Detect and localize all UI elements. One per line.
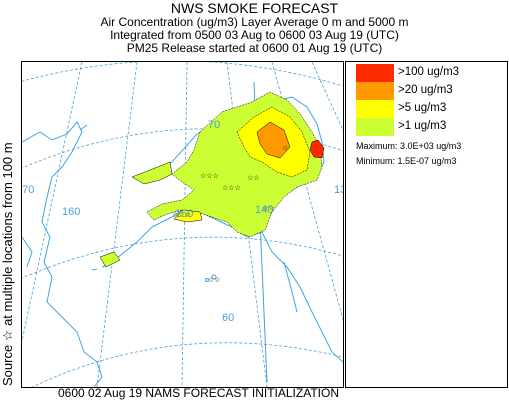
legend-swatch-20: [356, 82, 394, 100]
legend-swatch-1: [356, 118, 394, 136]
island: [211, 274, 217, 280]
legend-label-20: >20 ug/m3: [398, 84, 453, 96]
integration-period: Integrated from 0500 03 Aug to 0600 03 A…: [110, 28, 399, 42]
source-star: ☆☆: [262, 204, 275, 212]
legend-label-5: >5 ug/m3: [398, 102, 447, 114]
lon-label-130: 130: [334, 184, 343, 196]
graticule-labels: 70 60 170 160 150 140 130: [22, 119, 343, 324]
siberia-inlet: [22, 236, 33, 268]
smoke-zone-20: [256, 121, 291, 159]
lon-line-180: [22, 62, 83, 343]
source-star: ☆☆☆: [200, 172, 219, 180]
legend-maximum: Maximum: 3.0E+03 ug/m3: [356, 141, 462, 151]
smoke-map: ☆☆☆ ☆☆☆ ☆☆ ☆☆☆ ☆☆ ☆☆ ☆ 70 60 170 160 150…: [21, 61, 344, 388]
st-lawrence-island-coast: [79, 124, 88, 131]
siberia-coast: [22, 121, 103, 387]
initialization-label: 0600 02 Aug 19 NAMS FORECAST INITIALIZAT…: [58, 386, 339, 400]
source-star: ☆☆☆: [172, 211, 191, 219]
concentration-subtitle: Air Concentration (ug/m3) Layer Average …: [100, 15, 409, 29]
lat-label-70: 70: [208, 119, 220, 131]
source-star: ☆☆☆: [222, 184, 241, 192]
legend-minimum: Minimum: 1.5E-07 ug/m3: [356, 156, 457, 166]
lat-line-60: [22, 236, 343, 279]
legend-label-100: >100 ug/m3: [398, 66, 460, 78]
smoke-zone-100: [309, 139, 325, 159]
legend-swatch-100: [356, 64, 394, 82]
smoke-patch-aleutian: [99, 251, 121, 268]
southeast-coast: [261, 231, 343, 363]
source-markers: ☆☆☆ ☆☆☆ ☆☆ ☆☆☆ ☆☆ ☆☆ ☆: [172, 144, 288, 284]
legend-label-1: >1 ug/m3: [398, 120, 447, 132]
source-side-label: Source ☆ at multiple locations from 100 …: [0, 142, 15, 386]
lat-line-80: [22, 62, 343, 87]
lon-line-150: [226, 62, 268, 387]
inside-passage: [283, 261, 298, 313]
map-canvas: ☆☆☆ ☆☆☆ ☆☆ ☆☆☆ ☆☆ ☆☆ ☆ 70 60 170 160 150…: [22, 62, 343, 387]
forecast-title: NWS SMOKE FORECAST: [170, 0, 339, 16]
smoke-plume: [99, 91, 325, 268]
source-star: ☆☆: [208, 276, 221, 284]
source-star: ☆: [282, 144, 288, 152]
release-info: PM25 Release started at 0600 01 Aug 19 (…: [126, 41, 383, 55]
lon-line-170: [96, 62, 138, 387]
lon-label-150: 150: [175, 208, 193, 220]
source-star: ☆☆: [247, 174, 260, 182]
legend-swatch-5: [356, 100, 394, 118]
legend-panel: >100 ug/m3 >20 ug/m3 >5 ug/m3 >1 ug/m3 M…: [345, 61, 508, 388]
island: [205, 278, 209, 282]
lon-label-170: 170: [22, 184, 34, 196]
lat-label-60: 60: [222, 312, 234, 324]
lon-label-160: 160: [62, 206, 80, 218]
smoke-patch-south: [173, 209, 203, 223]
lon-label-140: 140: [255, 204, 273, 216]
lat-line-50: [31, 342, 343, 387]
aleutian-coast: [91, 226, 153, 271]
lon-line-160: [181, 62, 188, 387]
smoke-patch-west: [131, 161, 173, 185]
lon-line-130: [311, 62, 343, 132]
